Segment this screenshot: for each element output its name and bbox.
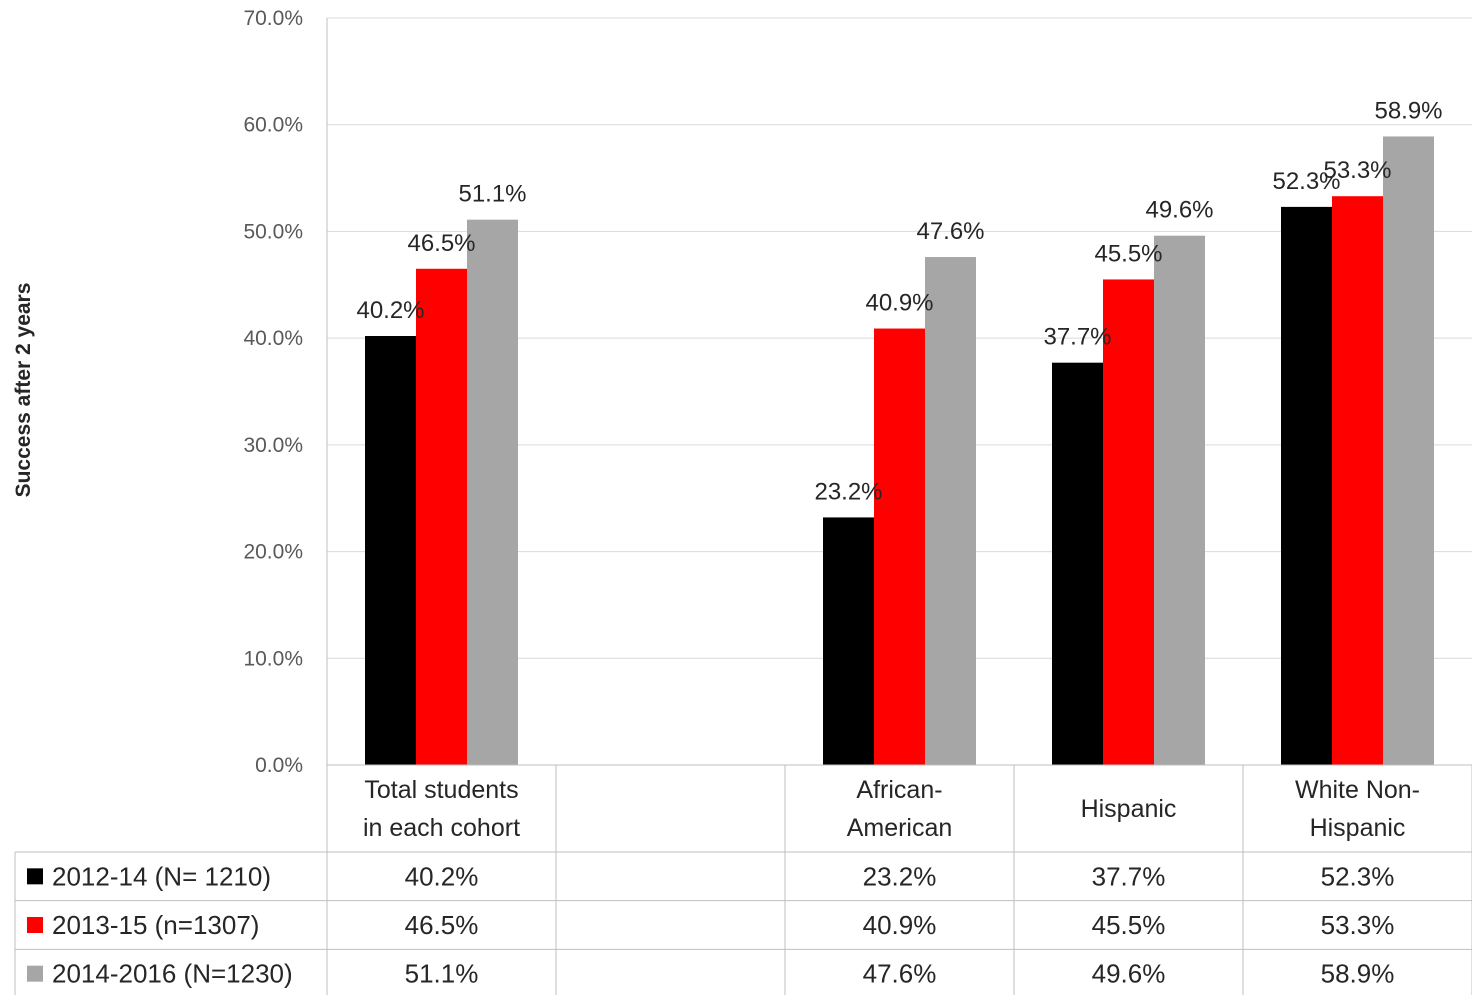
bar (874, 328, 925, 765)
legend-entry: 2014-2016 (N=1230) (52, 959, 293, 989)
data-label: 47.6% (916, 218, 984, 245)
category-labels: Total students in each cohort African- Amer… (363, 776, 1420, 842)
table-cell: 47.6% (863, 959, 937, 989)
table-cell: 37.7% (1092, 861, 1166, 891)
bar (467, 219, 518, 765)
category-label: Hispanic (1310, 814, 1406, 842)
legend-entry: 2013-15 (n=1307) (52, 910, 259, 940)
data-label: 52.3% (1272, 168, 1340, 195)
y-tick-label: 30.0% (243, 434, 303, 457)
y-tick-label: 70.0% (243, 7, 303, 30)
data-label: 46.5% (407, 230, 475, 257)
table-cell: 40.9% (863, 910, 937, 940)
bar (925, 257, 976, 765)
table-cell: 40.2% (405, 861, 479, 891)
y-axis-ticks: 0.0% 10.0% 20.0% 30.0% 40.0% 50.0% 60.0% 70.0% (243, 7, 303, 777)
bar (416, 268, 467, 765)
data-table: 2012-14 (N= 1210) 40.2% 23.2% 37.7% 52.3% 201… (14, 765, 1472, 995)
legend-key (27, 965, 43, 982)
table-cell: 52.3% (1321, 861, 1395, 891)
data-label: 49.6% (1145, 197, 1213, 224)
y-tick-label: 10.0% (243, 647, 303, 670)
y-tick-label: 0.0% (255, 754, 303, 777)
legend-key (27, 917, 43, 934)
y-tick-label: 40.0% (243, 327, 303, 350)
category-label: White Non- (1295, 776, 1420, 804)
bar (1332, 196, 1383, 765)
y-tick-label: 50.0% (243, 220, 303, 243)
category-label: Hispanic (1081, 795, 1177, 823)
data-label: 37.7% (1043, 324, 1111, 351)
bar (1052, 362, 1103, 765)
table-cell: 49.6% (1092, 959, 1166, 989)
category-label: Total students (364, 776, 518, 804)
data-label: 58.9% (1374, 97, 1442, 124)
table-cell: 51.1% (405, 959, 479, 989)
bar (1281, 206, 1332, 766)
data-label: 53.3% (1323, 157, 1391, 184)
table-cell: 23.2% (863, 861, 937, 891)
data-label: 45.5% (1094, 240, 1162, 267)
bar (1103, 279, 1154, 765)
bar (365, 336, 416, 765)
bars (365, 136, 1434, 766)
table-cell: 58.9% (1321, 959, 1395, 989)
y-axis-label: Success after 2 years (12, 283, 35, 498)
data-labels: 40.2% 23.2% 37.7% 52.3% 46.5% 40.9% 45.5% 53.3%… (356, 97, 1442, 505)
y-tick-label: 20.0% (243, 541, 303, 564)
category-label: African- (856, 776, 942, 804)
category-label: in each cohort (363, 814, 520, 842)
bar (823, 517, 874, 765)
data-label: 51.1% (458, 181, 526, 208)
category-label: American (847, 814, 953, 842)
table-cell: 46.5% (405, 910, 479, 940)
bar (1383, 136, 1434, 765)
legend-entry: 2012-14 (N= 1210) (52, 861, 271, 891)
table-cell: 53.3% (1321, 910, 1395, 940)
table-cell: 45.5% (1092, 910, 1166, 940)
data-label: 40.9% (865, 290, 933, 317)
bar (1154, 235, 1205, 765)
legend-key (27, 868, 43, 885)
axes (326, 18, 1472, 766)
y-tick-label: 60.0% (243, 114, 303, 137)
data-label: 23.2% (814, 478, 882, 505)
data-label: 40.2% (356, 297, 424, 324)
